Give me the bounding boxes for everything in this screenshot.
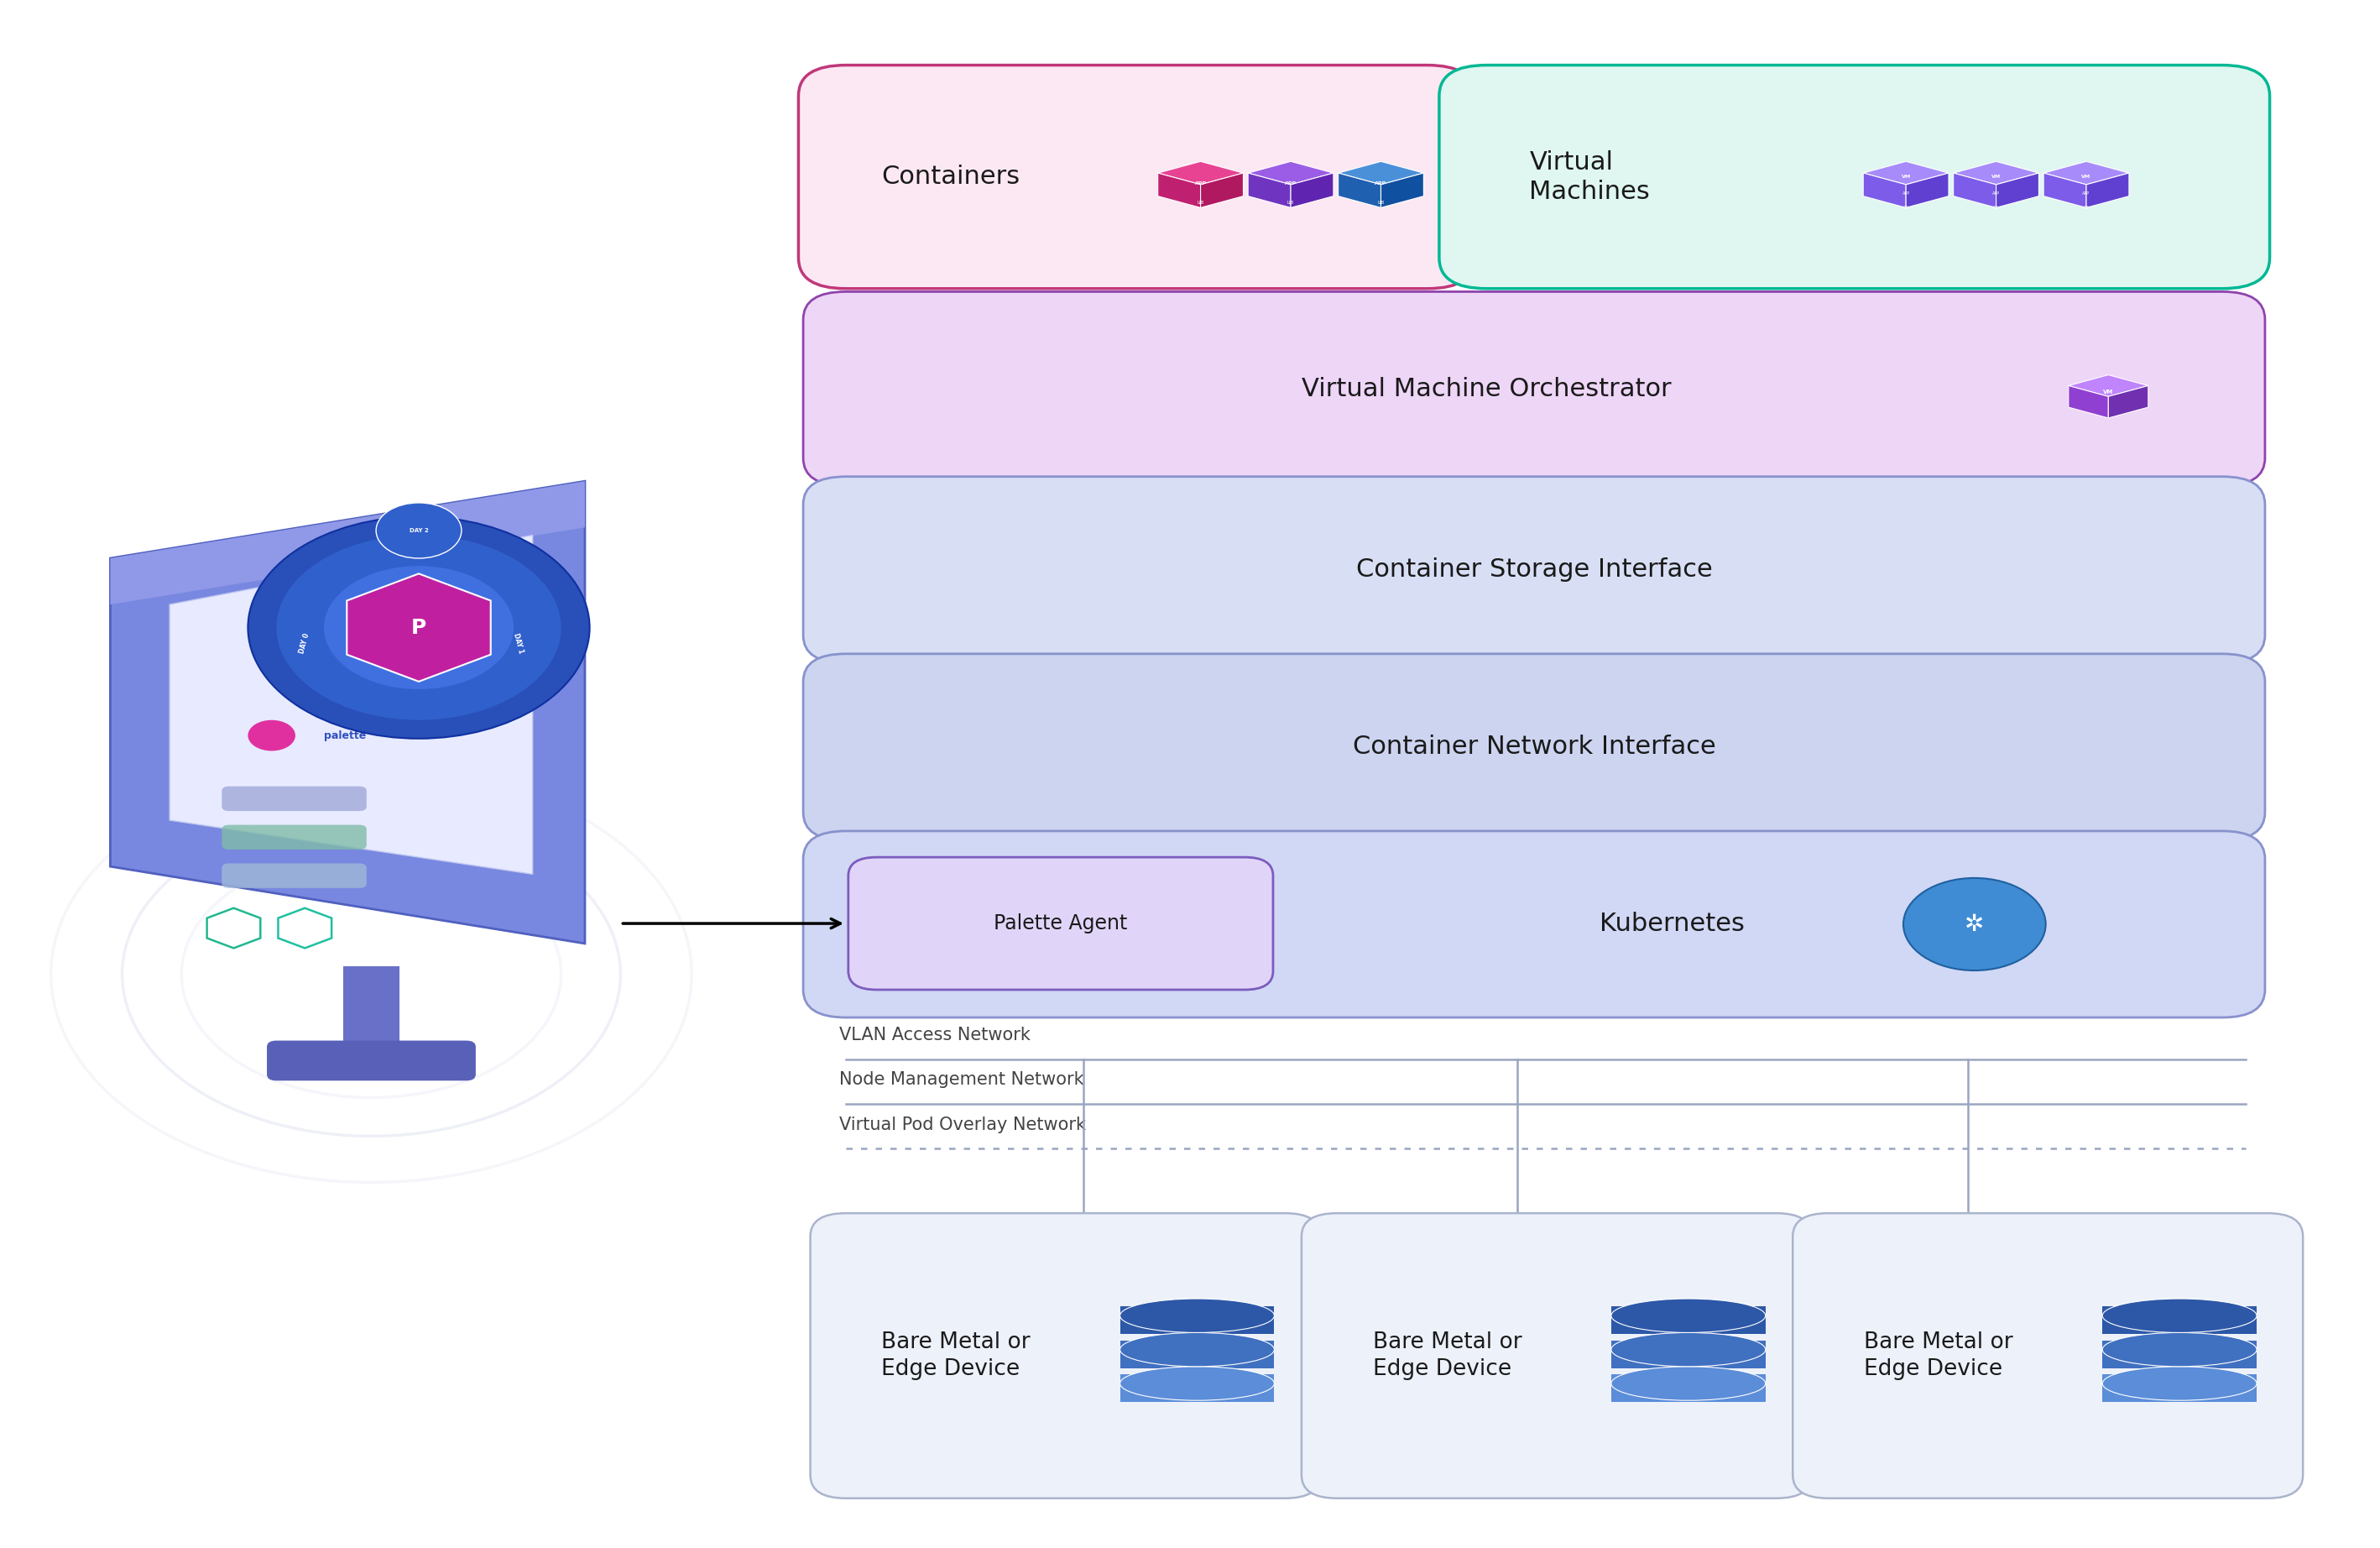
Circle shape bbox=[248, 720, 295, 751]
FancyBboxPatch shape bbox=[267, 1040, 476, 1081]
FancyBboxPatch shape bbox=[797, 65, 1476, 288]
Text: Virtual
Machines: Virtual Machines bbox=[1530, 150, 1649, 204]
FancyBboxPatch shape bbox=[1611, 1307, 1766, 1334]
Text: Virtual Pod Overlay Network: Virtual Pod Overlay Network bbox=[838, 1116, 1085, 1133]
FancyBboxPatch shape bbox=[221, 864, 367, 889]
Polygon shape bbox=[2068, 385, 2109, 418]
Text: OS: OS bbox=[2082, 206, 2090, 211]
FancyBboxPatch shape bbox=[1611, 1375, 1766, 1402]
Polygon shape bbox=[1338, 161, 1423, 184]
Text: VM: VM bbox=[2104, 389, 2113, 395]
Text: VM: VM bbox=[1992, 175, 2002, 180]
Polygon shape bbox=[2109, 385, 2149, 418]
Polygon shape bbox=[1290, 173, 1333, 207]
Ellipse shape bbox=[1611, 1333, 1766, 1367]
FancyBboxPatch shape bbox=[221, 825, 367, 850]
FancyBboxPatch shape bbox=[802, 653, 2266, 841]
Text: Bare Metal or
Edge Device: Bare Metal or Edge Device bbox=[881, 1331, 1031, 1381]
Text: VM: VM bbox=[2082, 175, 2092, 180]
Text: LIB: LIB bbox=[1288, 201, 1295, 206]
Circle shape bbox=[248, 517, 590, 738]
Text: DAY 1: DAY 1 bbox=[512, 632, 524, 653]
Text: Palette Agent: Palette Agent bbox=[995, 913, 1128, 933]
Polygon shape bbox=[2044, 161, 2130, 184]
Text: APP: APP bbox=[1376, 181, 1388, 186]
Polygon shape bbox=[109, 481, 585, 604]
Text: Kubernetes: Kubernetes bbox=[1599, 912, 1745, 937]
FancyBboxPatch shape bbox=[1121, 1341, 1273, 1368]
Polygon shape bbox=[1247, 173, 1290, 207]
FancyBboxPatch shape bbox=[1440, 65, 2271, 288]
Polygon shape bbox=[1864, 173, 1906, 207]
Ellipse shape bbox=[1121, 1333, 1273, 1367]
Text: ✲: ✲ bbox=[1966, 912, 1985, 937]
Polygon shape bbox=[1157, 173, 1200, 207]
Text: APP: APP bbox=[1285, 181, 1297, 186]
Ellipse shape bbox=[1121, 1299, 1273, 1333]
Text: Virtual Machine Orchestrator: Virtual Machine Orchestrator bbox=[1302, 376, 1671, 401]
FancyBboxPatch shape bbox=[802, 291, 2266, 486]
Polygon shape bbox=[1380, 173, 1423, 207]
FancyBboxPatch shape bbox=[1121, 1375, 1273, 1402]
Polygon shape bbox=[1864, 161, 1949, 184]
FancyBboxPatch shape bbox=[802, 477, 2266, 663]
Text: Node Management Network: Node Management Network bbox=[838, 1071, 1083, 1088]
FancyBboxPatch shape bbox=[2102, 1375, 2256, 1402]
Polygon shape bbox=[1338, 173, 1380, 207]
Polygon shape bbox=[1157, 161, 1242, 184]
Text: APP: APP bbox=[1902, 192, 1909, 197]
FancyBboxPatch shape bbox=[2102, 1307, 2256, 1334]
Text: OS: OS bbox=[1992, 206, 1999, 211]
Ellipse shape bbox=[1121, 1367, 1273, 1401]
Text: VM: VM bbox=[1902, 175, 1911, 180]
Polygon shape bbox=[1906, 173, 1949, 207]
Polygon shape bbox=[2044, 173, 2087, 207]
Ellipse shape bbox=[2102, 1367, 2256, 1401]
Polygon shape bbox=[169, 536, 533, 875]
Text: Containers: Containers bbox=[881, 164, 1021, 189]
Text: palette: palette bbox=[324, 731, 367, 741]
FancyBboxPatch shape bbox=[802, 831, 2266, 1017]
FancyBboxPatch shape bbox=[1302, 1214, 1811, 1498]
Circle shape bbox=[376, 503, 462, 559]
FancyBboxPatch shape bbox=[1611, 1341, 1766, 1368]
FancyBboxPatch shape bbox=[847, 858, 1273, 989]
Text: APP: APP bbox=[2082, 192, 2090, 197]
FancyBboxPatch shape bbox=[1792, 1214, 2304, 1498]
Text: Bare Metal or
Edge Device: Bare Metal or Edge Device bbox=[1373, 1331, 1521, 1381]
Circle shape bbox=[1904, 878, 2047, 971]
Text: Bare Metal or
Edge Device: Bare Metal or Edge Device bbox=[1864, 1331, 2013, 1381]
Text: DAY 2: DAY 2 bbox=[409, 528, 428, 533]
Polygon shape bbox=[109, 481, 585, 944]
Ellipse shape bbox=[1611, 1299, 1766, 1333]
Text: LIB: LIB bbox=[1378, 201, 1385, 206]
Text: OS: OS bbox=[1904, 206, 1909, 211]
FancyBboxPatch shape bbox=[1121, 1307, 1273, 1334]
Ellipse shape bbox=[2102, 1333, 2256, 1367]
Text: P: P bbox=[412, 618, 426, 638]
Polygon shape bbox=[1247, 161, 1333, 184]
Text: Container Network Interface: Container Network Interface bbox=[1352, 735, 1716, 759]
FancyBboxPatch shape bbox=[809, 1214, 1321, 1498]
FancyBboxPatch shape bbox=[221, 786, 367, 811]
Polygon shape bbox=[2068, 375, 2149, 396]
Polygon shape bbox=[1954, 173, 1997, 207]
Circle shape bbox=[276, 536, 562, 720]
Text: Container Storage Interface: Container Storage Interface bbox=[1357, 557, 1711, 582]
Text: DAY 0: DAY 0 bbox=[298, 632, 312, 653]
Polygon shape bbox=[1200, 173, 1242, 207]
FancyBboxPatch shape bbox=[343, 966, 400, 1051]
Circle shape bbox=[324, 567, 514, 689]
Text: LIB: LIB bbox=[1197, 201, 1204, 206]
Text: VLAN Access Network: VLAN Access Network bbox=[838, 1026, 1031, 1043]
Polygon shape bbox=[1997, 173, 2040, 207]
FancyBboxPatch shape bbox=[2102, 1341, 2256, 1368]
Polygon shape bbox=[2087, 173, 2130, 207]
Polygon shape bbox=[1954, 161, 2040, 184]
Ellipse shape bbox=[2102, 1299, 2256, 1333]
Ellipse shape bbox=[1611, 1367, 1766, 1401]
Text: APP: APP bbox=[1992, 192, 1999, 197]
Text: APP: APP bbox=[1195, 181, 1207, 186]
